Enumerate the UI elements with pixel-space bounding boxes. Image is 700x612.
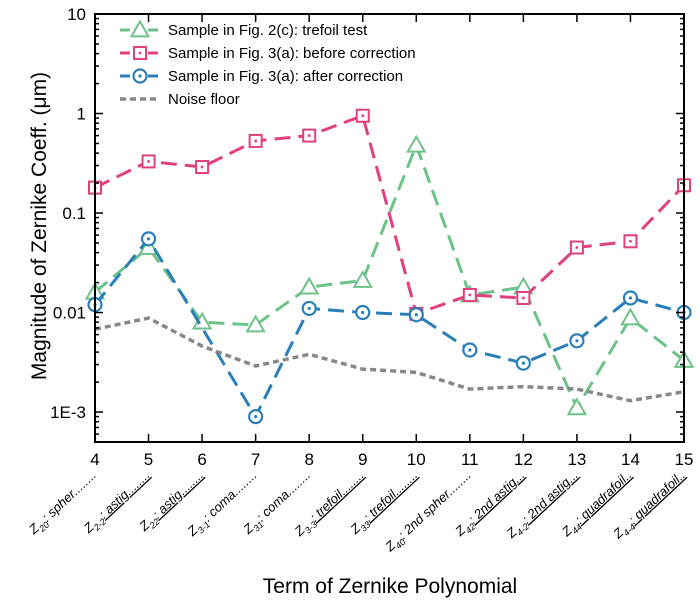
data-point-dot — [361, 310, 365, 315]
y-tick-label: 0.1 — [62, 204, 86, 223]
x-tick-label: 4 — [90, 450, 99, 469]
series-0 — [84, 134, 695, 416]
x-tick-label: 15 — [675, 450, 694, 469]
term-subscript: 44 — [570, 522, 584, 536]
y-tick-label: 10 — [67, 5, 86, 24]
data-point — [352, 269, 373, 288]
series-line — [94, 316, 685, 403]
term-dots: ........ — [175, 467, 206, 498]
data-point-dot — [629, 239, 632, 243]
data-point-dot — [521, 296, 525, 300]
data-point-dot — [414, 313, 418, 317]
term-subscript: 31 — [251, 519, 265, 533]
y-tick-label: 1E-3 — [50, 403, 86, 422]
data-point — [566, 397, 588, 416]
term-dots: ........ — [68, 467, 99, 498]
series-1 — [88, 108, 691, 321]
series-layer — [84, 108, 695, 425]
legend-label: Sample in Fig. 2(c): trefoil test — [168, 22, 368, 39]
data-point-dot — [307, 134, 311, 137]
legend-label: Sample in Fig. 3(a): after correction — [168, 68, 403, 85]
term-name: : quadrafoil — [625, 471, 683, 527]
legend-item: Noise floor — [120, 91, 240, 108]
legend-marker — [129, 19, 151, 38]
series-line — [94, 113, 686, 316]
term-name: : 2nd astig — [519, 474, 574, 526]
x-tick-label: 12 — [514, 450, 533, 469]
data-point-dot — [575, 246, 579, 249]
term-subscript: 33 — [359, 519, 373, 533]
series-3 — [94, 316, 685, 403]
data-point-dot — [254, 414, 258, 419]
x-axis-title: Term of Zernike Polynomial — [263, 575, 517, 598]
term-dots: ........ — [121, 467, 152, 498]
data-point-dot — [468, 348, 472, 352]
data-point-dot — [307, 306, 311, 311]
legend: Sample in Fig. 2(c): trefoil test Sample … — [120, 19, 416, 108]
y-axis-title: Magnitude of Zernike Coeff. (μm) — [28, 72, 51, 380]
x-tick-label: 6 — [197, 450, 206, 469]
legend-label: Noise floor — [168, 91, 240, 108]
legend-item: Sample in Fig. 2(c): trefoil test — [120, 19, 368, 39]
data-point-dot — [628, 296, 633, 300]
data-point-dot — [200, 165, 204, 169]
y-tick-label: 1 — [77, 105, 86, 124]
term-name: : 2nd spher — [395, 486, 453, 542]
data-point — [138, 237, 159, 255]
x-tick-label: 11 — [461, 450, 479, 469]
x-tick-label: 13 — [567, 450, 586, 469]
data-point — [406, 134, 427, 153]
legend-marker-dot — [138, 74, 142, 78]
x-tick-label: 14 — [621, 450, 640, 469]
x-tick-label: 10 — [407, 450, 426, 469]
data-point — [245, 314, 266, 333]
series-line — [94, 140, 685, 412]
x-tick-label: 5 — [144, 450, 153, 469]
data-point-dot — [146, 237, 151, 241]
data-point — [298, 276, 320, 295]
term-dots: ........ — [389, 467, 420, 498]
x-tick-label: 8 — [304, 450, 313, 469]
legend-item: Sample in Fig. 3(a): before correction — [120, 45, 416, 62]
term-dots: ........ — [282, 467, 313, 498]
term-name: : 2nd astig — [465, 474, 520, 526]
term-dots: ........ — [228, 467, 259, 498]
data-point-dot — [521, 361, 525, 365]
x-tick-label: 7 — [251, 450, 260, 469]
data-point-dot — [147, 160, 150, 163]
x-tick-label: 9 — [358, 450, 367, 469]
term-dots: ........ — [335, 467, 366, 498]
term-subscript: 42 — [463, 521, 477, 535]
term-dots: ........ — [442, 467, 473, 498]
data-point — [620, 307, 641, 326]
series-line — [93, 236, 685, 420]
term-name: : quadrafoil — [572, 471, 630, 527]
data-point-dot — [361, 114, 365, 118]
data-point-dot — [254, 139, 258, 143]
legend-marker-dot — [138, 51, 142, 55]
term-subscript: 40 — [393, 537, 407, 551]
legend-label: Sample in Fig. 3(a): before correction — [168, 45, 416, 62]
data-point-dot — [468, 293, 472, 297]
y-tick-label: 0.01 — [53, 304, 86, 323]
data-point-dot — [575, 339, 579, 343]
legend-item: Sample in Fig. 3(a): after correction — [120, 68, 403, 85]
